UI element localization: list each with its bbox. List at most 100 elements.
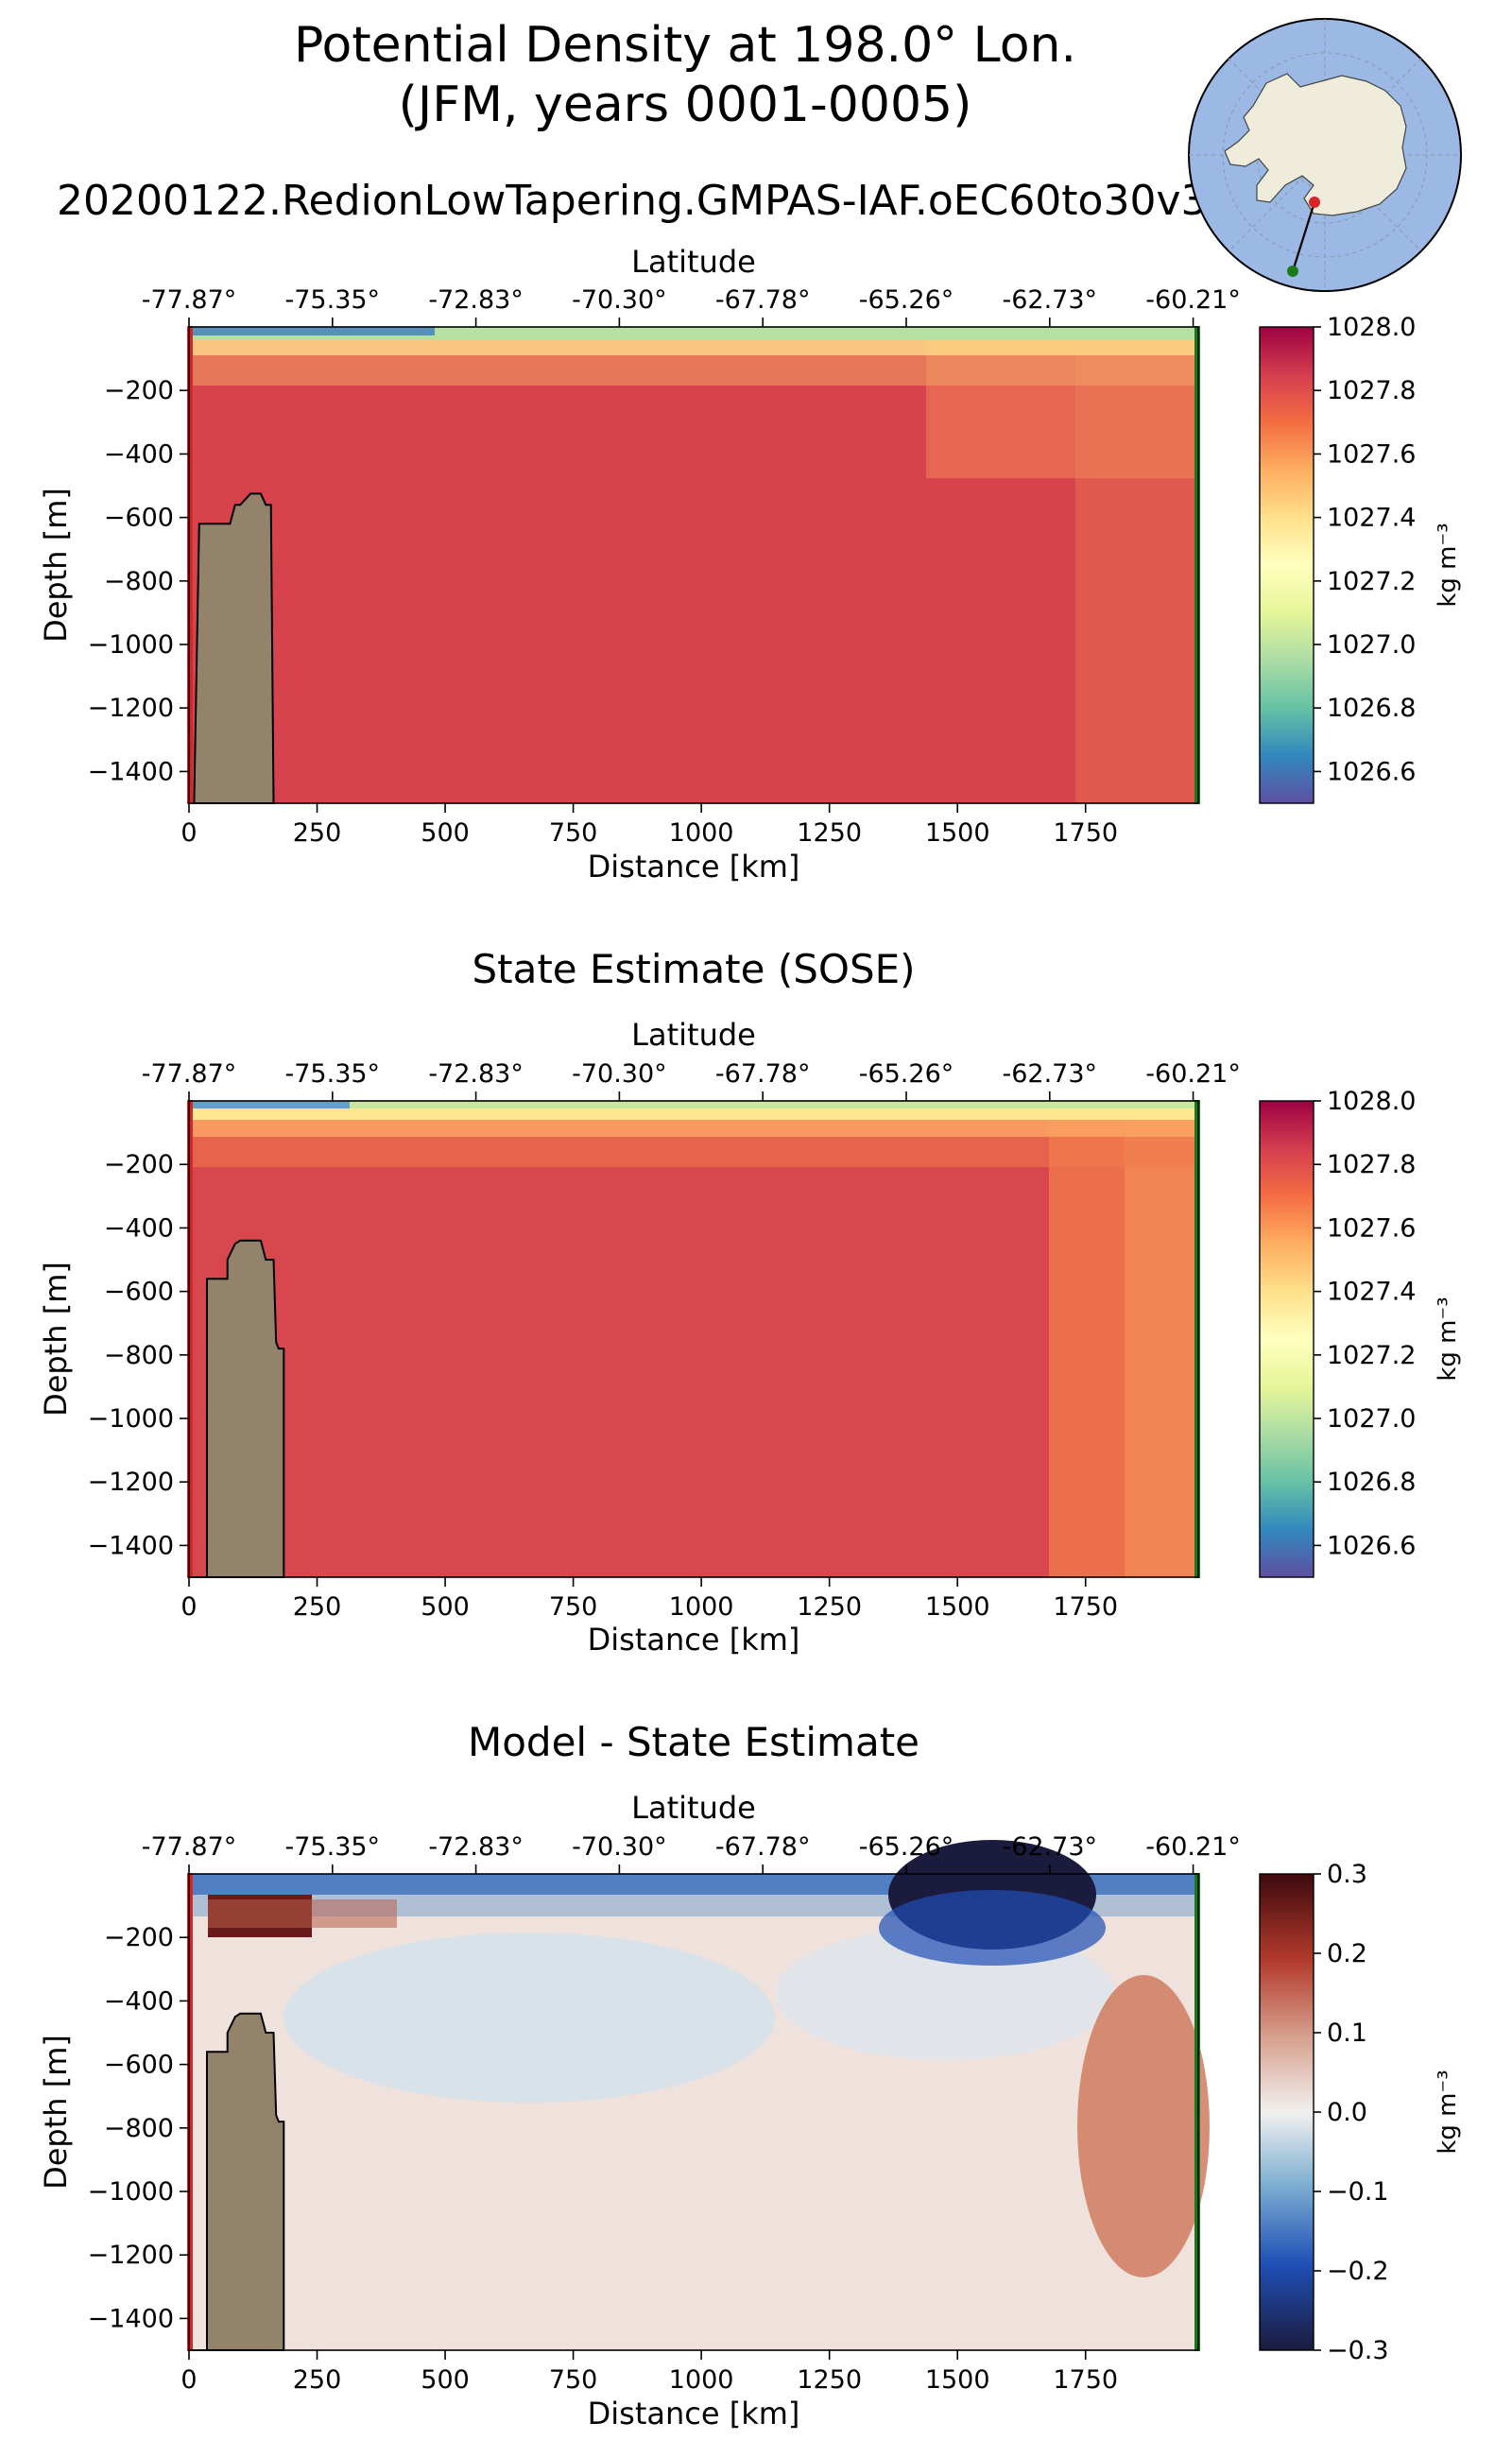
- colorbar-tick-label: 1027.4: [1327, 504, 1416, 533]
- bottom-topography-model: [189, 492, 275, 804]
- top-tick-label: -67.78°: [715, 1832, 811, 1862]
- colorbar-gradient: [1260, 327, 1314, 803]
- x-tick-label: 1250: [797, 2365, 862, 2395]
- x-tick-label: 750: [549, 818, 598, 848]
- bottom-topography-difference: [189, 2012, 285, 2351]
- top-tick-label: -65.26°: [859, 285, 954, 315]
- transect-start-marker: [187, 326, 193, 804]
- x-tick-label: 250: [293, 2365, 342, 2395]
- x-tick-label: 500: [421, 818, 470, 848]
- colorbar-label: kg m⁻³: [1434, 1297, 1462, 1381]
- x-tick-label: 1750: [1053, 2365, 1118, 2395]
- figure-title-line1: Potential Density at 198.0° Lon.: [294, 17, 1076, 74]
- y-axis-label: Depth [m]: [38, 488, 74, 643]
- colorbar-tick-label: −0.1: [1327, 2177, 1389, 2207]
- top-axis-label: Latitude: [631, 1017, 756, 1053]
- colorbar-tick-label: 1027.2: [1327, 567, 1416, 596]
- x-tick-label: 500: [421, 2365, 470, 2395]
- y-tick-label: −600: [104, 2051, 174, 2080]
- colorbar-tick-label: 1026.6: [1327, 1531, 1416, 1560]
- top-tick-label: -60.21°: [1145, 285, 1241, 315]
- inset-transect-line: [1291, 201, 1316, 272]
- x-tick-label: 0: [180, 2365, 197, 2395]
- top-tick-label: -72.83°: [428, 1059, 524, 1089]
- figure-title-line2: (JFM, years 0001-0005): [399, 77, 972, 133]
- y-axis-label: Depth [m]: [38, 2035, 74, 2190]
- colorbar-tick-label: 1026.6: [1327, 757, 1416, 786]
- y-tick-label: −1000: [88, 2177, 174, 2207]
- x-tick-label: 1500: [925, 1592, 990, 1622]
- x-tick-label: 1000: [669, 2365, 734, 2395]
- top-tick-label: -67.78°: [715, 1059, 811, 1089]
- panel-model: 0 250 500 750 1000 1250 1500 1750 -77.87° -75.35…: [38, 244, 1462, 885]
- top-tick-label: -77.87°: [142, 285, 237, 315]
- top-tick-label: -67.78°: [715, 285, 811, 315]
- x-tick-label: 250: [293, 818, 342, 848]
- y-tick-label: −1200: [88, 1468, 174, 1497]
- y-tick-label: −1400: [88, 2304, 174, 2333]
- x-tick-label: 1000: [669, 1592, 734, 1622]
- top-axis-label: Latitude: [631, 244, 756, 280]
- x-tick-label: 500: [421, 1592, 470, 1622]
- y-tick-label: −400: [104, 1213, 174, 1243]
- transect-end-marker: [1194, 1100, 1200, 1578]
- top-tick-label: -70.30°: [572, 1832, 667, 1862]
- y-tick-label: −400: [104, 1986, 174, 2016]
- x-tick-label: 1500: [925, 818, 990, 848]
- colorbar-tick-label: 1026.8: [1327, 1468, 1416, 1497]
- inset-end-dot: [1287, 266, 1298, 277]
- transect-start-marker: [187, 1873, 193, 2351]
- colorbar-tick-label: 1027.8: [1327, 1150, 1416, 1179]
- colorbar-frame: [1259, 326, 1314, 804]
- inset-map: [1188, 18, 1462, 292]
- colorbar-label: kg m⁻³: [1434, 2070, 1462, 2154]
- top-tick-label: -62.73°: [1003, 1059, 1098, 1089]
- top-tick-label: -72.83°: [428, 285, 524, 315]
- colorbar-frame: [1259, 1100, 1314, 1578]
- y-tick-label: −800: [104, 567, 174, 596]
- top-tick-label: -62.73°: [1003, 285, 1098, 315]
- top-tick-label: -75.35°: [285, 1832, 381, 1862]
- y-axis-label: Depth [m]: [38, 1262, 74, 1417]
- y-tick-label: −600: [104, 504, 174, 533]
- transect-start-marker: [187, 1100, 193, 1578]
- top-tick-label: -72.83°: [428, 1832, 524, 1862]
- y-tick-label: −600: [104, 1278, 174, 1307]
- x-axis-label: Distance [km]: [588, 1622, 800, 1658]
- x-tick-label: 250: [293, 1592, 342, 1622]
- y-tick-label: −800: [104, 2114, 174, 2143]
- top-tick-label: -75.35°: [285, 285, 381, 315]
- axes-frame: [188, 1873, 1199, 2351]
- colorbar-tick-label: 1027.6: [1327, 1213, 1416, 1243]
- x-axis-label: Distance [km]: [588, 2396, 800, 2431]
- colorbar-tick-label: 0.2: [1327, 1939, 1367, 1968]
- heatmap-difference: [189, 1840, 1210, 2350]
- x-axis-label: Distance [km]: [588, 849, 800, 885]
- top-tick-label: -70.30°: [572, 285, 667, 315]
- colorbar-tick-label: −0.3: [1327, 2336, 1389, 2365]
- y-tick-label: −1200: [88, 2241, 174, 2270]
- colorbar-tick-label: −0.2: [1327, 2257, 1389, 2286]
- top-tick-label: -75.35°: [285, 1059, 381, 1089]
- inset-antarctica: [1224, 73, 1407, 216]
- colorbar-tick-label: 0.1: [1327, 2019, 1367, 2048]
- top-tick-label: -65.26°: [859, 1832, 954, 1862]
- colorbar-tick-label: 1027.0: [1327, 1404, 1416, 1434]
- panel-sose: State Estimate (SOSE) 0 250 500 750 1000 1250…: [38, 946, 1462, 1658]
- heatmap-model: [189, 327, 1198, 803]
- y-tick-label: −200: [104, 1150, 174, 1179]
- colorbar-tick-label: 1027.6: [1327, 439, 1416, 469]
- x-tick-label: 1250: [797, 1592, 862, 1622]
- x-tick-label: 1750: [1053, 818, 1118, 848]
- colorbar-tick-label: 0.3: [1327, 1860, 1367, 1889]
- heatmap-sose: [189, 1101, 1198, 1577]
- x-tick-label: 1750: [1053, 1592, 1118, 1622]
- inset-start-dot: [1309, 197, 1320, 208]
- panel-title: Model - State Estimate: [468, 1719, 919, 1765]
- y-tick-label: −1400: [88, 1531, 174, 1560]
- colorbar-tick-label: 1026.8: [1327, 694, 1416, 723]
- y-tick-label: −200: [104, 376, 174, 405]
- run-name-subtitle: 20200122.RedionLowTapering.GMPAS-IAF.oEC…: [57, 177, 1208, 225]
- y-tick-label: −1000: [88, 630, 174, 660]
